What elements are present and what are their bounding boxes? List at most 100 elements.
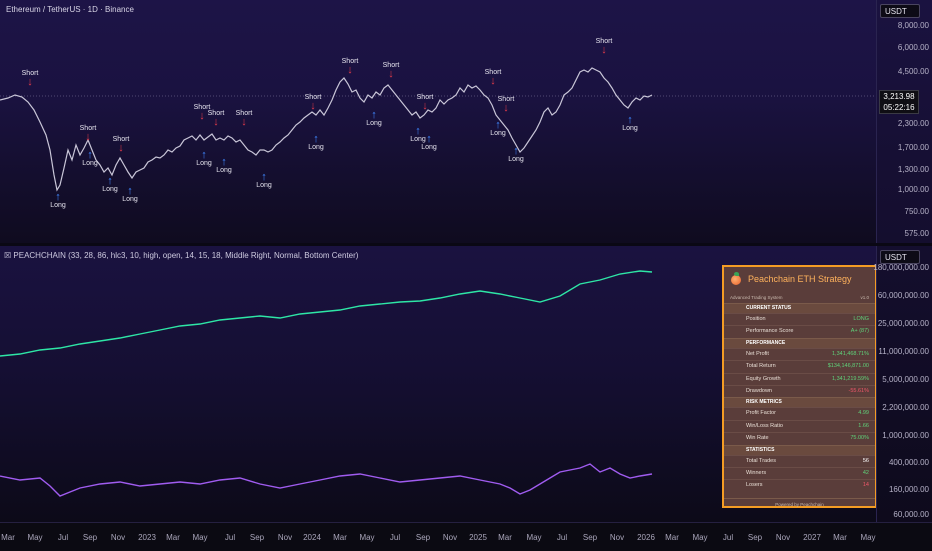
countdown: 05:22:16 <box>883 103 915 112</box>
row-performance-score: Performance Score A+ (87) <box>724 325 875 337</box>
time-tick: Sep <box>747 533 763 542</box>
equity-tick: 1,000,000.00 <box>882 431 929 440</box>
price-tick-top: 4,500.00 <box>897 67 929 76</box>
arrow-up-icon: ↑ <box>513 145 519 157</box>
value: 75.00% <box>850 435 869 442</box>
long-label: Long <box>308 144 324 151</box>
long-signal: ↑ Long <box>216 156 232 175</box>
short-signal: Short ↓ <box>22 70 39 88</box>
arrow-up-icon: ↑ <box>495 119 501 131</box>
price-tick-top: 575.00 <box>904 229 929 238</box>
short-signal: Short ↓ <box>80 125 97 143</box>
arrow-up-icon: ↑ <box>627 114 633 126</box>
section-statistics: STATISTICS <box>724 444 875 455</box>
time-tick: May <box>359 533 375 542</box>
time-tick: Sep <box>582 533 598 542</box>
label: Losers <box>746 482 763 489</box>
label: Position <box>746 316 766 322</box>
value: 4.99 <box>858 410 869 417</box>
long-label: Long <box>508 156 524 163</box>
indicator-title[interactable]: ☒ PEACHCHAIN (33, 28, 86, hlc3, 10, high… <box>4 251 359 260</box>
value: 1,341,468.71% <box>831 350 869 357</box>
value: 56 <box>862 457 869 464</box>
value: A+ (87) <box>850 328 869 335</box>
price-chart-pane[interactable]: Ethereum / TetherUS · 1D · Binance Short… <box>0 0 876 243</box>
currency-button-top[interactable]: USDT <box>880 4 920 18</box>
arrow-down-icon: ↓ <box>388 68 394 80</box>
short-signal: Short ↓ <box>305 94 322 112</box>
arrow-up-icon: ↑ <box>107 175 113 187</box>
short-label: Short <box>193 104 211 111</box>
price-tick-top: 1,300.00 <box>897 165 929 174</box>
currency-button-bottom[interactable]: USDT <box>880 250 920 264</box>
row-win-loss-ratio: Win/Loss Ratio 1.66 <box>724 419 875 432</box>
label: Drawdown <box>746 387 772 394</box>
dashboard-version: v1.0 <box>860 295 869 300</box>
dashboard-title: Peachchain ETH Strategy <box>748 274 852 284</box>
time-axis[interactable]: Mar May Jul Sep Nov 2023 Mar May Jul Sep Nov 2024 Ma… <box>0 522 932 551</box>
time-tick: Jul <box>556 533 568 542</box>
current-price-label: 3,213.98 05:22:16 <box>879 90 919 114</box>
time-tick: 2025 <box>469 533 487 542</box>
time-tick: Mar <box>333 533 347 542</box>
label: Performance Score <box>746 328 794 335</box>
short-label: Short <box>497 96 515 103</box>
arrow-up-icon: ↑ <box>221 156 227 168</box>
short-signal: Short ↓ <box>596 38 613 56</box>
row-equity-growth: Equity Growth 1,341,219.59% <box>724 372 875 385</box>
price-axis-top[interactable]: 8,000.00 6,000.00 4,500.00 2,300.00 1,700.00… <box>876 0 932 243</box>
long-signal: ↑ Long <box>490 119 506 138</box>
current-price-value: 3,213.98 <box>883 92 915 101</box>
row-win-rate: Win Rate 75.00% <box>724 432 875 444</box>
row-net-profit: Net Profit 1,341,468.71% <box>724 347 875 360</box>
long-signal: ↑ Long <box>50 192 66 210</box>
time-tick: Sep <box>415 533 431 542</box>
time-tick: Nov <box>442 533 458 542</box>
time-tick: Nov <box>609 533 625 542</box>
short-signal: Short ↓ <box>485 69 502 87</box>
long-signal: ↑ Long <box>256 172 272 190</box>
short-label: Short <box>112 136 130 143</box>
price-tick-top: 6,000.00 <box>897 43 929 52</box>
long-label: Long <box>490 130 506 137</box>
value: 1,341,219.59% <box>831 375 869 382</box>
short-signal: Short ↓ <box>193 104 211 122</box>
value: $134,146,871.00 <box>827 363 869 370</box>
time-tick: Mar <box>166 533 180 542</box>
dashboard-subtitle-row: Advanced Trading System v1.0 <box>724 293 875 303</box>
time-tick: Mar <box>833 533 847 542</box>
dashboard-footer: Powered by Peachchain <box>724 497 875 511</box>
equity-tick: 11,000,000.00 <box>878 347 929 356</box>
long-signal: ↑ Long <box>508 145 524 164</box>
label: Win Rate <box>746 435 769 442</box>
short-signal: Short ↓ <box>497 96 515 114</box>
short-label: Short <box>341 58 359 65</box>
price-chart-svg <box>0 67 876 192</box>
time-tick: Sep <box>82 533 98 542</box>
time-tick: Jul <box>57 533 69 542</box>
equity-tick: 180,000,000.00 <box>873 263 929 272</box>
price-axis-bottom[interactable]: 180,000,000.00 60,000,000.00 25,000,000.00… <box>873 246 932 542</box>
time-tick: Mar <box>498 533 512 542</box>
equity-tick: 25,000,000.00 <box>877 319 929 328</box>
long-signal: ↑ Long <box>410 126 426 144</box>
row-winners: Winners 42 <box>724 466 875 479</box>
section-performance: PERFORMANCE <box>724 337 875 348</box>
long-signal: ↑ Long <box>622 114 638 133</box>
label: Equity Growth <box>746 375 781 382</box>
pane-divider[interactable] <box>0 243 932 246</box>
time-tick: Jul <box>224 533 236 542</box>
arrow-down-icon: ↓ <box>85 131 91 143</box>
long-label: Long <box>622 125 638 132</box>
short-signal: Short ↓ <box>112 136 130 154</box>
long-label: Long <box>366 120 382 127</box>
long-signal: ↑ Long <box>196 150 212 168</box>
time-tick: May <box>692 533 708 542</box>
time-tick: Jul <box>722 533 734 542</box>
long-signal: ↑ Long <box>122 186 138 204</box>
row-position: Position LONG <box>724 313 875 325</box>
time-tick: Nov <box>110 533 126 542</box>
arrow-down-icon: ↓ <box>199 110 205 122</box>
arrow-up-icon: ↑ <box>371 109 377 121</box>
value: 1.66 <box>858 422 869 429</box>
